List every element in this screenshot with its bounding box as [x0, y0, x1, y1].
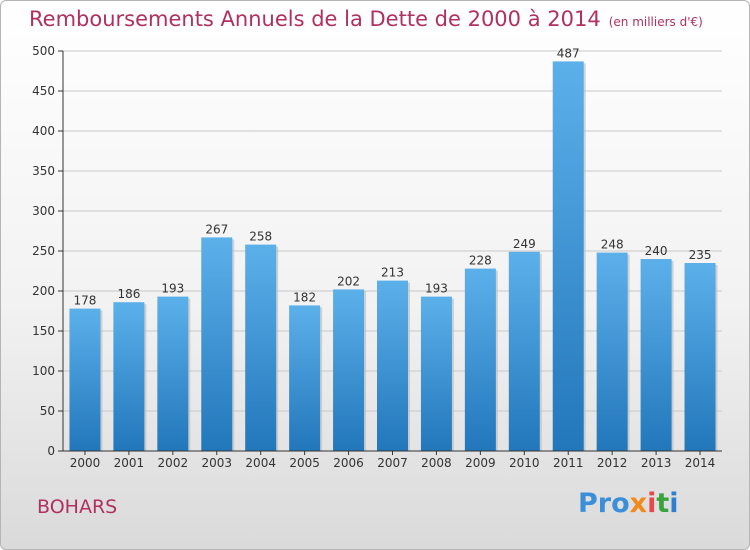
x-tick-label: 2003: [201, 456, 232, 470]
x-axis: 2000 2001 2002 2003 2004 2005 2006 2007 2008 2009…: [63, 450, 722, 470]
bar-value-label: 249: [513, 237, 536, 251]
bar: [596, 252, 628, 451]
x-tick-label: 2013: [641, 456, 672, 470]
bar-value-label: 186: [117, 287, 140, 301]
bar: [157, 296, 189, 451]
proxiti-logo[interactable]: Proxiti: [578, 488, 679, 519]
y-tick-label: 0: [47, 444, 55, 458]
x-tick-label: 2009: [465, 456, 496, 470]
bar-value-label: 267: [205, 222, 228, 236]
y-tick-label: 50: [40, 404, 55, 418]
y-tick-label: 250: [32, 244, 55, 258]
bar: [201, 237, 233, 451]
bar: [508, 251, 540, 451]
x-tick-label: 2010: [509, 456, 540, 470]
y-tick-label: 150: [32, 324, 55, 338]
bar: [113, 302, 145, 451]
x-tick-label: 2008: [421, 456, 452, 470]
y-tick-label: 400: [32, 124, 55, 138]
bar: [552, 61, 584, 452]
x-tick-label: 2001: [114, 456, 145, 470]
logo-part-x: x: [629, 488, 648, 519]
y-tick-label: 200: [32, 284, 55, 298]
place-name: BOHARS: [37, 496, 118, 518]
bar-value-label: 235: [689, 248, 712, 262]
logo-part-i2: i: [669, 488, 679, 519]
chart-title-text: Remboursements Annuels de la Dette de 20…: [29, 7, 601, 31]
bar-value-label: 178: [74, 294, 97, 308]
y-tick-label: 100: [32, 364, 55, 378]
logo-part-t: t: [656, 488, 670, 519]
bar: [640, 259, 672, 451]
logo-part-i: i: [647, 488, 657, 519]
bar-value-label: 258: [249, 230, 272, 244]
bar: [684, 263, 716, 451]
bar-value-label: 182: [293, 290, 316, 304]
bar: [245, 244, 277, 451]
bar-value-label: 240: [645, 244, 668, 258]
bar-value-label: 193: [161, 282, 184, 296]
bar-value-label: 213: [381, 266, 404, 280]
bar: [289, 305, 321, 451]
y-tick-label: 350: [32, 164, 55, 178]
x-tick-label: 2014: [685, 456, 716, 470]
bars: 178 186 193 267 258 182 202 213 193 228 249 487 248 2…: [69, 46, 718, 452]
x-tick-label: 2012: [597, 456, 628, 470]
bar: [420, 296, 452, 451]
y-axis: 0 50 100 150 200 250 300 350 400 450 500: [32, 44, 64, 458]
bar: [69, 308, 101, 451]
bar-value-label: 487: [557, 46, 580, 60]
logo-part-pro: Pro: [578, 488, 630, 519]
chart-subtitle: (en milliers d'€): [608, 15, 703, 29]
x-tick-label: 2002: [158, 456, 189, 470]
bar: [377, 280, 408, 451]
x-tick-label: 2007: [377, 456, 408, 470]
bar-value-label: 202: [337, 274, 360, 288]
y-tick-label: 500: [32, 44, 55, 58]
bar-value-label: 228: [469, 254, 492, 268]
chart-title: Remboursements Annuels de la Dette de 20…: [29, 7, 703, 31]
x-tick-label: 2005: [289, 456, 320, 470]
x-tick-label: 2006: [333, 456, 364, 470]
y-tick-label: 300: [32, 204, 55, 218]
bar: [333, 289, 365, 451]
x-tick-label: 2000: [70, 456, 101, 470]
bar-value-label: 248: [601, 238, 624, 252]
x-tick-label: 2004: [245, 456, 276, 470]
y-tick-label: 450: [32, 84, 55, 98]
bar-value-label: 193: [425, 282, 448, 296]
bar: [464, 268, 496, 451]
x-tick-label: 2011: [553, 456, 584, 470]
